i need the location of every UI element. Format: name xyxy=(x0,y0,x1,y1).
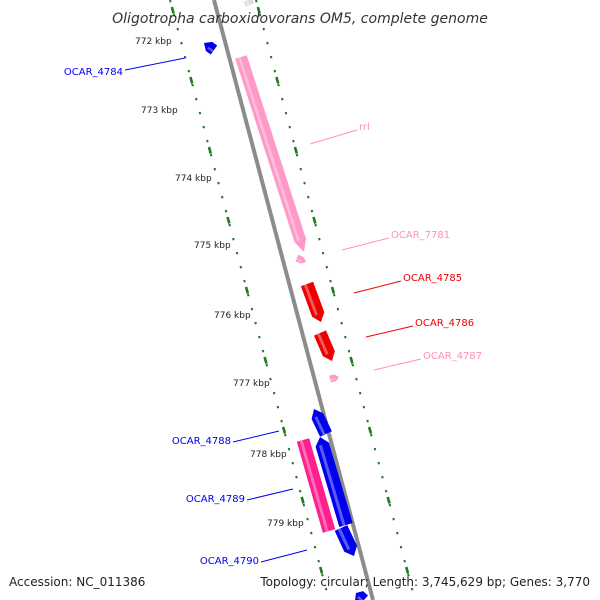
kbp-tick-label: 778 kbp xyxy=(250,450,287,460)
genome-stats-text: Topology: circular; Length: 3,745,629 bp… xyxy=(259,575,590,589)
gene-ocar-4785 xyxy=(300,281,325,322)
gene-label-group: rrl xyxy=(309,122,370,145)
gene-label-group: OCAR_4785 xyxy=(353,273,462,294)
kbp-tick-label: 779 kbp xyxy=(267,519,304,529)
gene-ocar-4790 xyxy=(334,525,357,556)
kbp-tick-label: 773 kbp xyxy=(141,106,178,116)
gene-ocar-4784 xyxy=(204,41,218,55)
gene-rrl xyxy=(235,55,306,253)
gene-layer xyxy=(204,0,368,600)
ncrna-feature-shape xyxy=(296,438,336,533)
clipped-top-feature xyxy=(243,0,255,7)
accession-text: Accession: NC_011386 xyxy=(9,575,145,589)
ruler-track-outer xyxy=(255,0,414,591)
gene-leader-line xyxy=(353,280,402,294)
gene-ocar-4786 xyxy=(314,330,335,361)
ruler-layer xyxy=(169,0,414,591)
genome-title: Oligotropha carboxidovorans OM5, complet… xyxy=(112,11,488,27)
gene-label-group: OCAR_7781 xyxy=(341,230,450,251)
gene-ocar-7781 xyxy=(295,254,306,264)
gene-ocar-4788 xyxy=(311,409,332,437)
gene-label-group: OCAR_4787 xyxy=(373,351,482,371)
gene-label: OCAR_4789 xyxy=(186,494,245,505)
gene-leader-line xyxy=(365,325,414,338)
gene-label: rrl xyxy=(359,122,370,133)
kbp-tick-label: 772 kbp xyxy=(135,37,172,47)
gene-leader-line xyxy=(309,129,358,145)
gene-leader-line xyxy=(260,549,308,563)
gene-label-group: OCAR_4789 xyxy=(186,488,294,505)
clipped-bottom-feature xyxy=(355,591,368,600)
gene-leader-line xyxy=(232,430,280,443)
tick-label-layer: 772 kbp 773 kbp 774 kbp 775 kbp 776 kbp 777 k… xyxy=(135,37,304,529)
gene-label-group: OCAR_4786 xyxy=(365,318,474,338)
genome-backbone xyxy=(212,0,375,600)
gene-label: OCAR_4787 xyxy=(423,351,482,362)
kbp-tick-label: 775 kbp xyxy=(194,241,231,251)
gene-label: OCAR_4790 xyxy=(200,556,259,567)
gene-label: OCAR_4788 xyxy=(172,436,231,447)
kbp-tick-label: 777 kbp xyxy=(233,379,270,389)
gene-label: OCAR_4786 xyxy=(415,318,474,329)
kbp-tick-label: 774 kbp xyxy=(175,174,212,184)
gene-label: OCAR_4784 xyxy=(64,67,123,78)
gene-label-group: OCAR_4784 xyxy=(64,57,186,78)
gene-label-group: OCAR_4790 xyxy=(200,549,308,567)
gene-ocar-4789 xyxy=(315,437,353,527)
gene-leader-line xyxy=(373,358,422,371)
gene-label-group: OCAR_4788 xyxy=(172,430,280,447)
gene-leader-line xyxy=(341,237,390,251)
gene-label: OCAR_7781 xyxy=(391,230,450,241)
gene-leader-line xyxy=(124,57,186,71)
ruler-track-inner xyxy=(169,0,328,591)
gene-label: OCAR_4785 xyxy=(403,273,462,284)
gene-leader-line xyxy=(246,488,294,501)
gene-ocar-4787 xyxy=(329,374,339,383)
kbp-tick-label: 776 kbp xyxy=(214,311,251,321)
